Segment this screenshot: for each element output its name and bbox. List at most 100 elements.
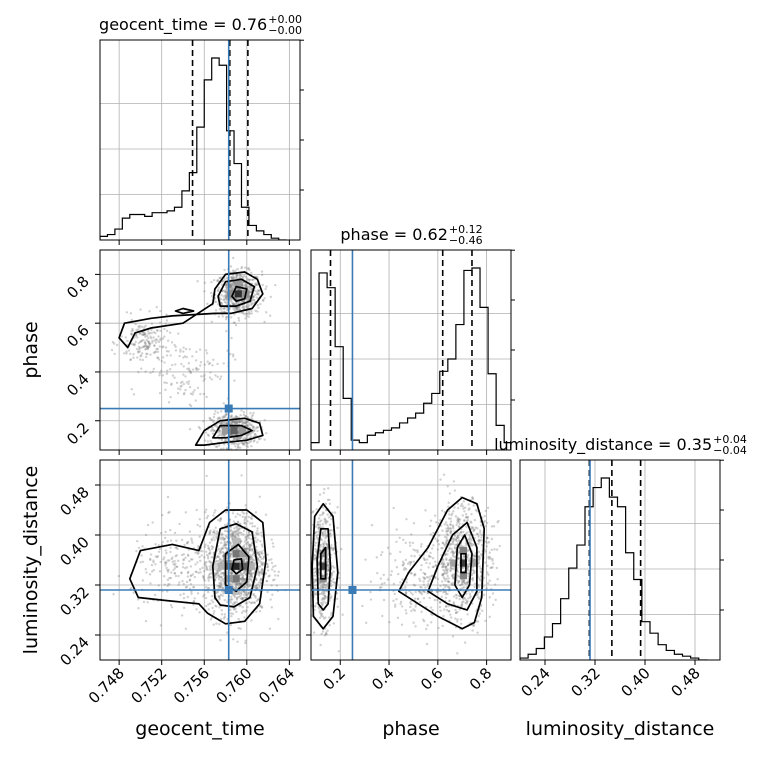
sample-point bbox=[432, 531, 435, 535]
sample-point bbox=[470, 544, 474, 547]
sample-point bbox=[189, 558, 193, 561]
sample-point bbox=[315, 534, 318, 538]
sample-point bbox=[232, 302, 235, 305]
sample-point bbox=[446, 525, 450, 528]
sample-point bbox=[223, 290, 227, 294]
sample-point bbox=[263, 438, 266, 441]
sample-point bbox=[243, 547, 247, 550]
sample-point bbox=[137, 325, 140, 328]
sample-point bbox=[361, 604, 364, 608]
sample-point bbox=[146, 601, 149, 604]
sample-point bbox=[146, 523, 150, 527]
sample-point bbox=[447, 562, 450, 565]
sample-point bbox=[212, 429, 216, 433]
sample-point bbox=[206, 590, 210, 594]
sample-point bbox=[488, 579, 491, 582]
sample-point bbox=[225, 287, 229, 291]
sample-point bbox=[173, 564, 177, 567]
sample-point bbox=[200, 554, 203, 557]
sample-point bbox=[242, 442, 245, 445]
sample-point bbox=[237, 430, 240, 434]
sample-point bbox=[236, 419, 240, 422]
sample-point bbox=[185, 585, 189, 589]
sample-point bbox=[164, 536, 167, 540]
sample-point bbox=[456, 540, 459, 543]
sample-point bbox=[243, 547, 247, 550]
sample-point bbox=[395, 528, 398, 531]
sample-point bbox=[453, 547, 457, 550]
sample-point bbox=[197, 544, 200, 548]
sample-point bbox=[375, 556, 378, 559]
sample-point bbox=[235, 273, 238, 277]
sample-point bbox=[456, 570, 460, 574]
sample-point bbox=[215, 555, 218, 559]
sample-point bbox=[242, 590, 246, 593]
sample-point bbox=[165, 313, 168, 316]
sample-point bbox=[244, 573, 247, 576]
sample-point bbox=[225, 548, 229, 551]
sample-point bbox=[457, 520, 461, 523]
sample-point bbox=[242, 307, 246, 310]
sample-point bbox=[313, 554, 317, 557]
sample-point bbox=[451, 574, 454, 578]
sample-point bbox=[274, 564, 277, 568]
sample-point bbox=[258, 559, 261, 563]
sample-point bbox=[203, 363, 207, 366]
sample-point bbox=[258, 550, 261, 554]
sample-point bbox=[445, 569, 449, 572]
sample-point bbox=[153, 344, 156, 348]
sample-point bbox=[139, 358, 142, 361]
sample-point bbox=[247, 577, 251, 581]
sample-point bbox=[322, 545, 325, 548]
sample-point bbox=[233, 420, 237, 423]
sample-point bbox=[209, 602, 212, 605]
sample-point bbox=[441, 572, 444, 576]
sample-point bbox=[149, 558, 152, 562]
sample-point bbox=[131, 329, 135, 332]
sample-point bbox=[324, 533, 327, 536]
sample-point bbox=[464, 516, 468, 519]
sample-point bbox=[471, 543, 474, 546]
sample-point bbox=[174, 562, 177, 565]
sample-point bbox=[170, 571, 173, 574]
sample-point bbox=[239, 420, 243, 424]
sample-point bbox=[164, 322, 167, 325]
sample-point bbox=[454, 539, 458, 542]
sample-point bbox=[216, 590, 220, 593]
sample-point bbox=[161, 346, 164, 349]
sample-point bbox=[477, 576, 480, 579]
sample-point bbox=[213, 610, 216, 613]
sample-point bbox=[198, 348, 202, 351]
sample-point bbox=[326, 546, 329, 549]
sample-point bbox=[144, 355, 148, 359]
sample-point bbox=[467, 572, 471, 575]
sample-point bbox=[182, 592, 185, 596]
sample-point bbox=[223, 598, 226, 602]
sample-point bbox=[238, 604, 241, 608]
sample-point bbox=[146, 352, 149, 355]
sample-point bbox=[250, 547, 253, 551]
sample-point bbox=[237, 595, 241, 599]
sample-point bbox=[457, 518, 460, 521]
sample-point bbox=[238, 582, 242, 585]
sample-point bbox=[443, 569, 446, 573]
sample-point bbox=[229, 416, 233, 419]
sample-point bbox=[239, 591, 242, 594]
sample-point bbox=[125, 352, 128, 355]
sample-point bbox=[250, 286, 253, 289]
sample-point bbox=[229, 433, 232, 437]
sample-point bbox=[325, 582, 329, 586]
sample-point bbox=[493, 548, 496, 551]
sample-point bbox=[250, 571, 253, 575]
sample-point bbox=[208, 560, 211, 563]
sample-point bbox=[225, 298, 228, 302]
sample-point bbox=[236, 532, 239, 535]
sample-point bbox=[254, 594, 257, 598]
sample-point bbox=[446, 564, 450, 567]
sample-point bbox=[159, 329, 162, 332]
sample-point bbox=[439, 478, 442, 481]
sample-point bbox=[149, 353, 152, 356]
sample-point bbox=[336, 605, 339, 608]
sample-point bbox=[249, 288, 253, 291]
sample-point bbox=[233, 535, 237, 539]
